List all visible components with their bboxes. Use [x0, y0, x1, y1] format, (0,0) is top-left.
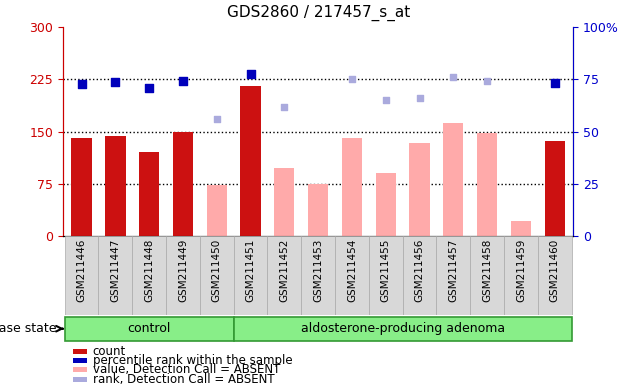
Bar [166, 236, 200, 315]
Point [212, 116, 222, 122]
Point [144, 84, 154, 91]
Bar [470, 236, 504, 315]
Bar [403, 236, 437, 315]
Bar [437, 236, 470, 315]
Text: value, Detection Call = ABSENT: value, Detection Call = ABSENT [93, 363, 280, 376]
Text: GSM211454: GSM211454 [347, 238, 357, 302]
Point [110, 79, 120, 85]
Text: GSM211448: GSM211448 [144, 238, 154, 302]
Text: GSM211459: GSM211459 [516, 238, 526, 302]
Point [381, 97, 391, 103]
Point [279, 104, 289, 110]
Bar [241, 86, 261, 236]
Bar [342, 139, 362, 236]
Bar [173, 131, 193, 236]
Point [449, 74, 459, 80]
Bar [375, 174, 396, 236]
Point [549, 80, 559, 86]
FancyBboxPatch shape [65, 316, 234, 341]
Bar [73, 377, 88, 382]
Text: rank, Detection Call = ABSENT: rank, Detection Call = ABSENT [93, 373, 274, 384]
Bar [410, 143, 430, 236]
FancyBboxPatch shape [234, 316, 571, 341]
Text: GSM211458: GSM211458 [482, 238, 492, 302]
Bar [65, 236, 98, 315]
Text: GSM211452: GSM211452 [279, 238, 289, 302]
Bar [105, 136, 125, 236]
Point [246, 71, 256, 78]
Bar [544, 141, 565, 236]
Text: GSM211457: GSM211457 [449, 238, 459, 302]
Bar [139, 152, 159, 236]
Bar [73, 349, 88, 354]
Text: GDS2860 / 217457_s_at: GDS2860 / 217457_s_at [227, 5, 410, 21]
Text: GSM211451: GSM211451 [246, 238, 256, 302]
Bar [71, 139, 92, 236]
Text: GSM211453: GSM211453 [313, 238, 323, 302]
Bar [443, 123, 464, 236]
Bar [73, 358, 88, 363]
Bar [268, 236, 301, 315]
Bar [274, 169, 294, 236]
Point [178, 78, 188, 84]
Bar [73, 367, 88, 372]
Point [347, 76, 357, 82]
Bar [234, 236, 268, 315]
Point [77, 81, 87, 87]
Bar [301, 236, 335, 315]
Point [482, 78, 492, 84]
Bar [477, 133, 497, 236]
Text: GSM211456: GSM211456 [415, 238, 425, 302]
Text: GSM211447: GSM211447 [110, 238, 120, 302]
Point [415, 95, 425, 101]
Bar [538, 236, 571, 315]
Text: GSM211450: GSM211450 [212, 238, 222, 302]
Text: GSM211449: GSM211449 [178, 238, 188, 302]
Bar [308, 184, 328, 236]
Bar [98, 236, 132, 315]
Text: aldosterone-producing adenoma: aldosterone-producing adenoma [301, 322, 505, 335]
Bar [335, 236, 369, 315]
Text: count: count [93, 344, 126, 358]
Bar [200, 236, 234, 315]
Bar [504, 236, 538, 315]
Text: GSM211455: GSM211455 [381, 238, 391, 302]
Bar [132, 236, 166, 315]
Text: GSM211446: GSM211446 [77, 238, 86, 302]
Bar [369, 236, 403, 315]
Text: control: control [127, 322, 171, 335]
Text: disease state: disease state [0, 322, 60, 335]
Text: GSM211460: GSM211460 [550, 238, 559, 302]
Bar [511, 221, 531, 236]
Bar [207, 185, 227, 236]
Text: percentile rank within the sample: percentile rank within the sample [93, 354, 292, 367]
